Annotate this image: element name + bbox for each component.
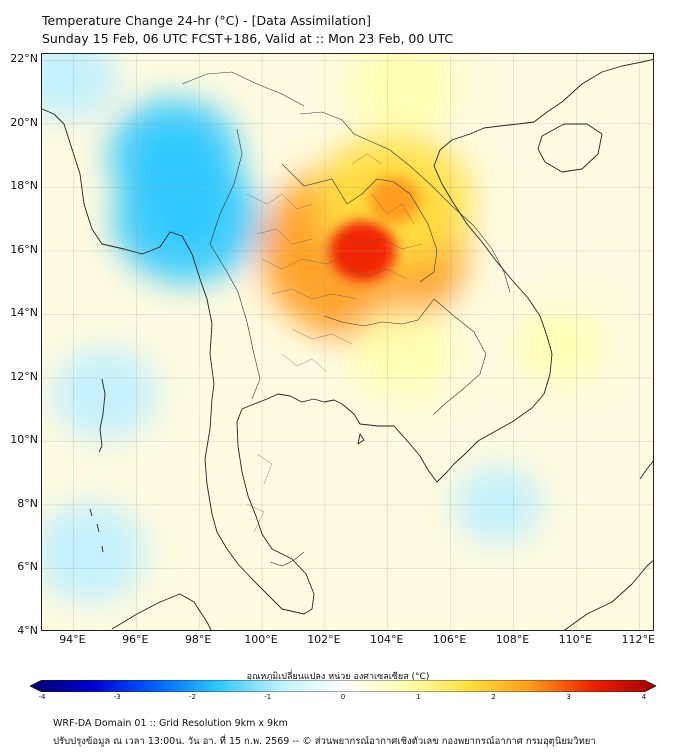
anomaly-warm-north-laos — [348, 54, 459, 134]
nicobar-islands — [89, 508, 104, 553]
colorbar-tick-label: 1 — [416, 693, 421, 701]
lat-tick-label: 6°N — [17, 560, 38, 574]
map-canvas — [42, 54, 653, 630]
lat-tick-label: 12°N — [10, 369, 38, 383]
myanmar-thailand-border — [209, 128, 261, 400]
country-borders — [181, 71, 511, 567]
map-title: Temperature Change 24-hr (°C) - [Data As… — [42, 13, 371, 28]
lon-tick-label: 108°E — [495, 633, 530, 646]
anomaly-cool-indian-ocean-south — [42, 503, 147, 603]
laos-vietnam-border — [299, 111, 511, 293]
colorbar-tick-label: 2 — [491, 693, 496, 701]
temperature-change-map — [41, 53, 654, 631]
lon-tick-label: 112°E — [621, 633, 655, 646]
anomaly-cool-bay-of-bengal-north — [42, 54, 118, 121]
borneo-coast — [564, 560, 653, 630]
lat-tick-label: 14°N — [10, 306, 38, 320]
model-info: WRF-DA Domain 01 :: Grid Resolution 9km … — [53, 718, 288, 729]
anomaly-core-warm-laos-center — [368, 176, 420, 224]
lat-tick-label: 10°N — [10, 433, 38, 447]
lat-tick-label: 4°N — [17, 624, 38, 637]
hainan-island — [537, 123, 603, 173]
thailand-cambodia-border — [323, 298, 435, 327]
palawan-coast — [639, 460, 653, 480]
colorbar-tick-label: -1 — [264, 693, 272, 701]
china-northern-border — [181, 71, 305, 107]
colorbar-tick-label: -3 — [113, 693, 121, 701]
andaman-islands — [98, 378, 106, 453]
lon-tick-label: 106°E — [432, 633, 467, 646]
lat-tick-label: 16°N — [10, 242, 38, 256]
colorbar-tick-label: -2 — [189, 693, 196, 701]
anomaly-core-cool-myanmar-north — [152, 136, 196, 176]
coastlines — [42, 58, 653, 630]
lat-tick-label: 22°N — [10, 52, 38, 66]
anomaly-warm-cambodia — [350, 306, 457, 399]
graticule — [42, 54, 653, 630]
anomaly-core-cool-myanmar-core — [162, 197, 211, 242]
cambodia-vietnam-border — [433, 298, 487, 415]
colorbar-gradient — [30, 680, 656, 692]
lon-tick-label: 98°E — [184, 633, 212, 646]
colorbar-tick-label: -4 — [38, 693, 46, 701]
lat-tick-label: 18°N — [10, 179, 38, 193]
map-subtitle: Sunday 15 Feb, 06 UTC FCST+186, Valid at… — [42, 31, 454, 46]
colorbar-title: อุณหภูมิเปลี่ยนแปลง หน่วย องศาเซลเซียส (… — [246, 672, 430, 682]
lat-tick-label: 20°N — [10, 115, 38, 129]
update-credit: ปรับปรุงข้อมูล ณ เวลา 13:00น. วัน อา. ที… — [53, 736, 596, 747]
temperature-field — [42, 54, 604, 603]
anomaly-warm-south-china-sea — [518, 309, 604, 384]
thailand-malaysia-border — [269, 551, 305, 567]
colorbar-tick-label: 4 — [641, 693, 647, 701]
lon-tick-label: 104°E — [370, 633, 404, 646]
mainland-coastline — [42, 58, 653, 615]
colorbar-tick-label: 0 — [340, 693, 346, 701]
lat-tick-label: 8°N — [17, 496, 38, 510]
province-borders — [246, 153, 423, 533]
gulf-island-koh-kong — [357, 433, 365, 445]
colorbar-tick-label: 3 — [566, 693, 571, 701]
lon-tick-label: 110°E — [558, 633, 593, 646]
lon-tick-label: 100°E — [244, 633, 278, 646]
lon-tick-label: 94°E — [59, 633, 86, 646]
sumatra-coast — [111, 593, 212, 630]
thailand-laos-border — [281, 163, 438, 283]
lon-tick-label: 96°E — [122, 633, 149, 646]
lon-tick-label: 102°E — [307, 633, 341, 646]
colorbar — [30, 680, 656, 692]
